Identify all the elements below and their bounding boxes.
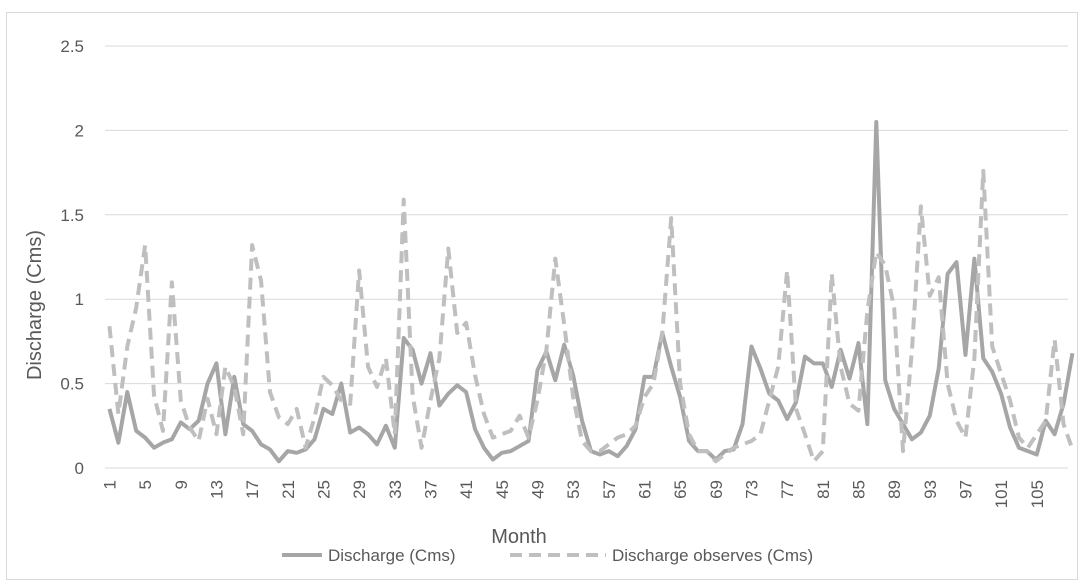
x-tick-label: 69 [707,480,726,499]
x-tick-label: 101 [992,480,1011,508]
x-tick-label: 57 [600,480,619,499]
chart-frame [6,12,1078,580]
x-tick-label: 77 [778,480,797,499]
x-tick-label: 85 [849,480,868,499]
y-axis-title: Discharge (Cms) [24,230,46,380]
x-tick-label: 21 [279,480,298,499]
series-line-discharge-observed [107,168,1075,464]
legend: Discharge (Cms) Discharge observes (Cms) [282,546,813,565]
x-tick-label: 1 [100,480,119,489]
x-tick-label: 97 [956,480,975,499]
legend-label: Discharge (Cms) [328,546,456,565]
x-tick-label: 65 [671,480,690,499]
x-tick-label: 93 [921,480,940,499]
x-tick-label: 29 [350,480,369,499]
x-tick-label: 89 [885,480,904,499]
x-tick-label: 41 [457,480,476,499]
x-tick-label: 49 [528,480,547,499]
x-axis-title: Month [491,526,547,548]
x-tick-label: 13 [207,480,226,499]
x-tick-label: 81 [814,480,833,499]
y-tick-label: 1 [75,290,84,309]
y-tick-label: 2.5 [60,37,84,56]
x-axis-tick-labels: 1 5 9 13 17 21 25 29 33 37 41 45 49 53 57 61 65 69 73 77 81 8… [100,480,1046,508]
x-tick-label: 73 [742,480,761,499]
series-line-discharge [107,119,1075,464]
legend-label: Discharge observes (Cms) [612,546,813,565]
x-tick-label: 61 [635,480,654,499]
x-tick-label: 5 [136,480,155,489]
x-tick-label: 25 [314,480,333,499]
x-tick-label: 105 [1028,480,1047,508]
y-tick-label: 2 [75,121,84,140]
y-tick-label: 0 [75,459,84,478]
x-tick-label: 17 [243,480,262,499]
gridlines [105,45,1068,469]
y-tick-label: 0.5 [60,375,84,394]
y-tick-label: 1.5 [60,206,84,225]
x-tick-label: 53 [564,480,583,499]
series-lines [107,119,1075,464]
x-tick-label: 37 [421,480,440,499]
x-tick-label: 33 [386,480,405,499]
x-tick-label: 45 [493,480,512,499]
x-tick-label: 9 [172,480,191,489]
y-axis-tick-labels: 0 0.5 1 1.5 2 2.5 [60,37,84,478]
